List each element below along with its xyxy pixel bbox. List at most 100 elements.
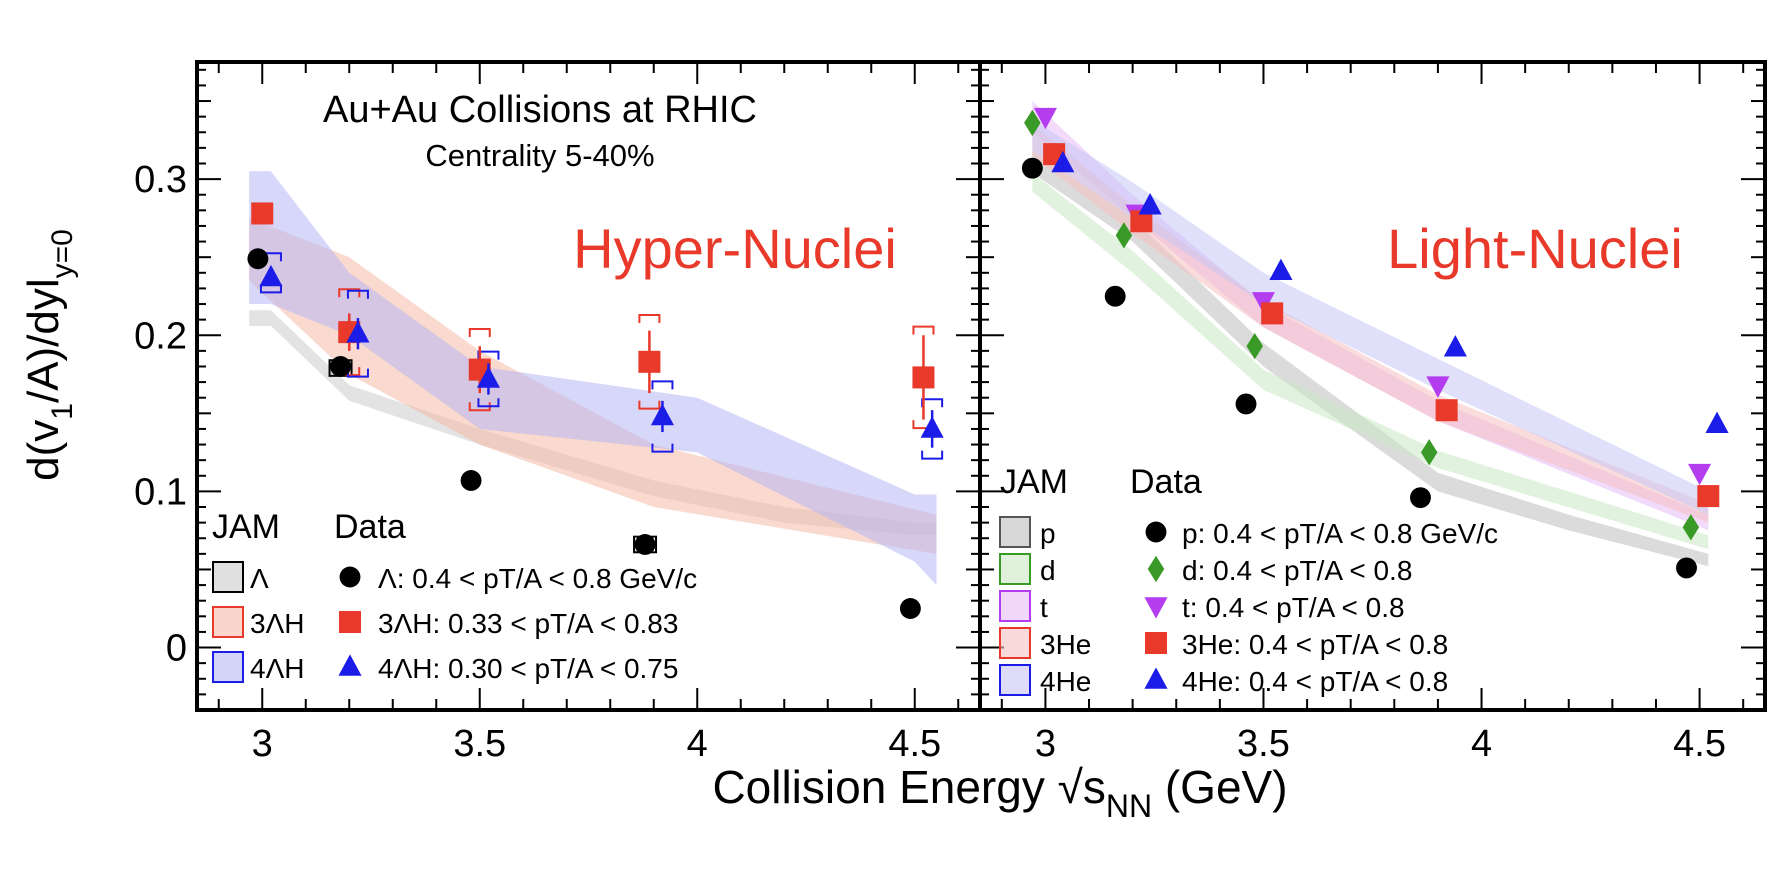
data-point [1426,376,1450,398]
x-tick-label: 3.5 [453,723,506,765]
legend-jam-label: t [1040,592,1048,623]
x-tick-label: 4.5 [888,723,941,765]
legend-marker [1144,667,1168,689]
legend-data-label: 3He: 0.4 < pT/A < 0.8 [1182,629,1448,660]
data-point [1130,210,1153,233]
legend-data-label: p: 0.4 < pT/A < 0.8 GeV/c [1182,518,1498,549]
data-point [920,416,944,438]
sys-bracket [477,350,500,408]
data-point [247,248,269,270]
panel-label-light-nuclei: Light-Nuclei [1387,217,1683,280]
data-point [259,264,283,287]
legend-jam-swatch [999,553,1031,585]
legend-data-header-left: Data [334,508,406,546]
y-label-subscript: 1 [46,403,79,420]
y-tick-label: 0.1 [134,471,187,513]
legend-marker [1147,555,1165,583]
data-point [1676,557,1697,579]
chart-title: Au+Au Collisions at RHIC [323,89,757,131]
data-point [1420,439,1438,466]
legend-jam-swatch [999,590,1031,622]
sys-bracket [651,380,674,453]
data-point [650,403,674,426]
legend-jam-label: p [1040,518,1056,549]
legend-jam-label: Λ [250,563,269,594]
data-point [634,534,656,555]
data-point [1115,222,1133,249]
legend-jam-swatch [212,606,244,638]
legend-data-label: t: 0.4 < pT/A < 0.8 [1182,592,1405,623]
legend-marker [339,611,361,633]
data-point [899,598,921,619]
legend-jam-label: 3He [1040,629,1091,660]
chart-subtitle: Centrality 5-40% [425,138,654,173]
data-point [1688,463,1712,486]
x-label-sqrt: √s [1058,761,1106,813]
x-tick-label: 3.5 [1237,723,1290,765]
data-point [1705,411,1729,434]
sys-bracket [638,313,661,410]
legend-jam-swatch [999,627,1031,659]
panel-hyper-nuclei: 3 3.5 4 4.5 0 0.1 0.2 0.3 Λ Λ: 0.4 < pT/A < 0.8 G… [134,60,982,765]
panel-light-nuclei: 3 3.5 4 4.5 p p: 0.4 < pT/A < 0.8 GeV/c d d: 0.… [978,60,1767,765]
x-label-part: Collision Energy [712,761,1057,813]
legend-jam-swatch [212,651,244,683]
data-point [1697,485,1720,508]
x-label-subscript: NN [1106,788,1152,824]
jam-band [249,171,937,586]
plot-frame [978,60,1767,712]
legend-marker [1144,597,1168,619]
legend-jam-label: 4He [1040,666,1091,697]
data-point [1235,393,1257,415]
panel-label-hyper-nuclei: Hyper-Nuclei [573,217,897,280]
data-point [1021,157,1043,179]
legend-data-label: d: 0.4 < pT/A < 0.8 [1182,555,1412,586]
y-tick-label: 0.2 [134,315,187,357]
y-label-part: l [19,278,68,288]
data-point [1246,332,1263,360]
data-point [1435,399,1458,422]
legend-jam-label: 3ΛH [250,608,305,639]
legend-marker [1145,521,1167,543]
y-tick-label: 0.3 [134,159,187,201]
data-point [1261,302,1284,325]
data-point [638,350,661,373]
data-point [251,202,274,225]
legend-jam-header-left: JAM [212,508,280,546]
data-point [1443,335,1467,357]
legend-jam-swatch [999,516,1031,548]
legend-data-label: Λ: 0.4 < pT/A < 0.8 GeV/c [378,563,697,594]
data-point [476,366,500,388]
legend-marker [1145,632,1167,654]
legend-jam-header-right: JAM [1000,463,1068,501]
x-label-part: (GeV) [1152,761,1287,813]
data-point [1033,107,1057,130]
data-point [1104,285,1126,307]
x-tick-label: 3 [252,723,273,765]
data-point [1410,487,1431,509]
x-tick-label: 4.5 [1673,723,1726,765]
legend-jam-label: d [1040,555,1056,586]
data-point [460,470,482,491]
y-label-part: /A)/dy [19,288,68,403]
x-tick-label: 3 [1035,723,1056,765]
legend-jam-swatch [212,561,244,593]
sys-bracket [921,398,944,460]
y-axis-label: d(v1/A)/dyly=0 [19,229,79,481]
y-label-part: d(v [19,420,68,481]
data-point [346,321,370,343]
x-tick-label: 4 [1471,723,1492,765]
y-label-subscript: y=0 [46,229,79,278]
legend-data-label: 3ΛH: 0.33 < pT/A < 0.83 [378,608,678,639]
legend-marker [338,654,362,676]
legend-marker [339,566,361,588]
data-point [912,366,935,389]
data-point [1138,193,1162,215]
legend-data-header-right: Data [1130,463,1202,501]
legend-data-label: 4He: 0.4 < pT/A < 0.8 [1182,666,1448,697]
data-point [330,356,351,377]
x-tick-label: 4 [687,723,708,765]
data-point [1024,109,1041,137]
data-point [1051,150,1075,173]
